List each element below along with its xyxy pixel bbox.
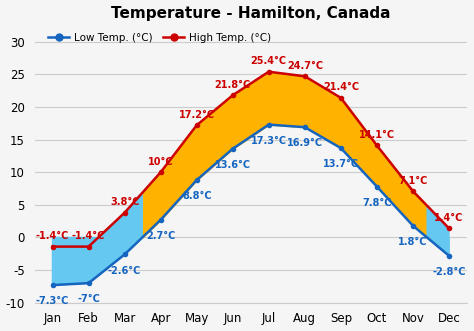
Text: 1.4°C: 1.4°C bbox=[434, 213, 464, 223]
High Temp. (°C) bbox=[374, 143, 380, 147]
Text: 16.9°C: 16.9°C bbox=[287, 138, 323, 148]
Line: High Temp. (°C): High Temp. (°C) bbox=[50, 69, 452, 249]
Text: 17.3°C: 17.3°C bbox=[251, 136, 287, 146]
Low Temp. (°C) bbox=[374, 185, 380, 189]
Text: 3.8°C: 3.8°C bbox=[110, 197, 139, 207]
Low Temp. (°C) bbox=[446, 254, 452, 258]
Text: 21.8°C: 21.8°C bbox=[215, 80, 251, 90]
Low Temp. (°C) bbox=[158, 218, 164, 222]
Low Temp. (°C) bbox=[86, 281, 91, 285]
High Temp. (°C) bbox=[302, 74, 308, 78]
Text: 8.8°C: 8.8°C bbox=[182, 191, 211, 201]
High Temp. (°C) bbox=[266, 70, 272, 74]
Low Temp. (°C) bbox=[50, 283, 55, 287]
Text: 14.1°C: 14.1°C bbox=[359, 130, 395, 140]
Text: 1.8°C: 1.8°C bbox=[398, 237, 428, 247]
High Temp. (°C) bbox=[86, 245, 91, 249]
Text: 21.4°C: 21.4°C bbox=[323, 82, 359, 92]
Line: Low Temp. (°C): Low Temp. (°C) bbox=[50, 122, 452, 288]
Low Temp. (°C) bbox=[122, 253, 128, 257]
Low Temp. (°C) bbox=[230, 147, 236, 151]
Text: 13.6°C: 13.6°C bbox=[215, 160, 251, 170]
Text: 24.7°C: 24.7°C bbox=[287, 61, 323, 71]
Text: -2.8°C: -2.8°C bbox=[432, 267, 466, 277]
Text: -7.3°C: -7.3°C bbox=[36, 296, 69, 306]
High Temp. (°C) bbox=[338, 96, 344, 100]
Title: Temperature - Hamilton, Canada: Temperature - Hamilton, Canada bbox=[111, 6, 391, 21]
High Temp. (°C) bbox=[50, 245, 55, 249]
Legend: Low Temp. (°C), High Temp. (°C): Low Temp. (°C), High Temp. (°C) bbox=[44, 28, 276, 47]
Text: -1.4°C: -1.4°C bbox=[36, 231, 69, 241]
Text: 7.1°C: 7.1°C bbox=[398, 175, 428, 186]
Text: -7°C: -7°C bbox=[77, 294, 100, 304]
Text: -2.6°C: -2.6°C bbox=[108, 265, 141, 275]
Low Temp. (°C) bbox=[302, 125, 308, 129]
Text: 17.2°C: 17.2°C bbox=[179, 110, 215, 120]
Low Temp. (°C) bbox=[410, 224, 416, 228]
High Temp. (°C) bbox=[230, 93, 236, 97]
Text: 13.7°C: 13.7°C bbox=[323, 159, 359, 169]
Text: 2.7°C: 2.7°C bbox=[146, 231, 175, 241]
Text: 10°C: 10°C bbox=[148, 157, 173, 167]
Text: -1.4°C: -1.4°C bbox=[72, 231, 105, 241]
Low Temp. (°C) bbox=[194, 178, 200, 182]
Text: 25.4°C: 25.4°C bbox=[251, 56, 287, 66]
Text: 7.8°C: 7.8°C bbox=[362, 198, 392, 208]
Low Temp. (°C) bbox=[338, 146, 344, 150]
High Temp. (°C) bbox=[446, 226, 452, 230]
High Temp. (°C) bbox=[158, 170, 164, 174]
Low Temp. (°C) bbox=[266, 122, 272, 126]
High Temp. (°C) bbox=[194, 123, 200, 127]
High Temp. (°C) bbox=[410, 189, 416, 193]
High Temp. (°C) bbox=[122, 211, 128, 215]
